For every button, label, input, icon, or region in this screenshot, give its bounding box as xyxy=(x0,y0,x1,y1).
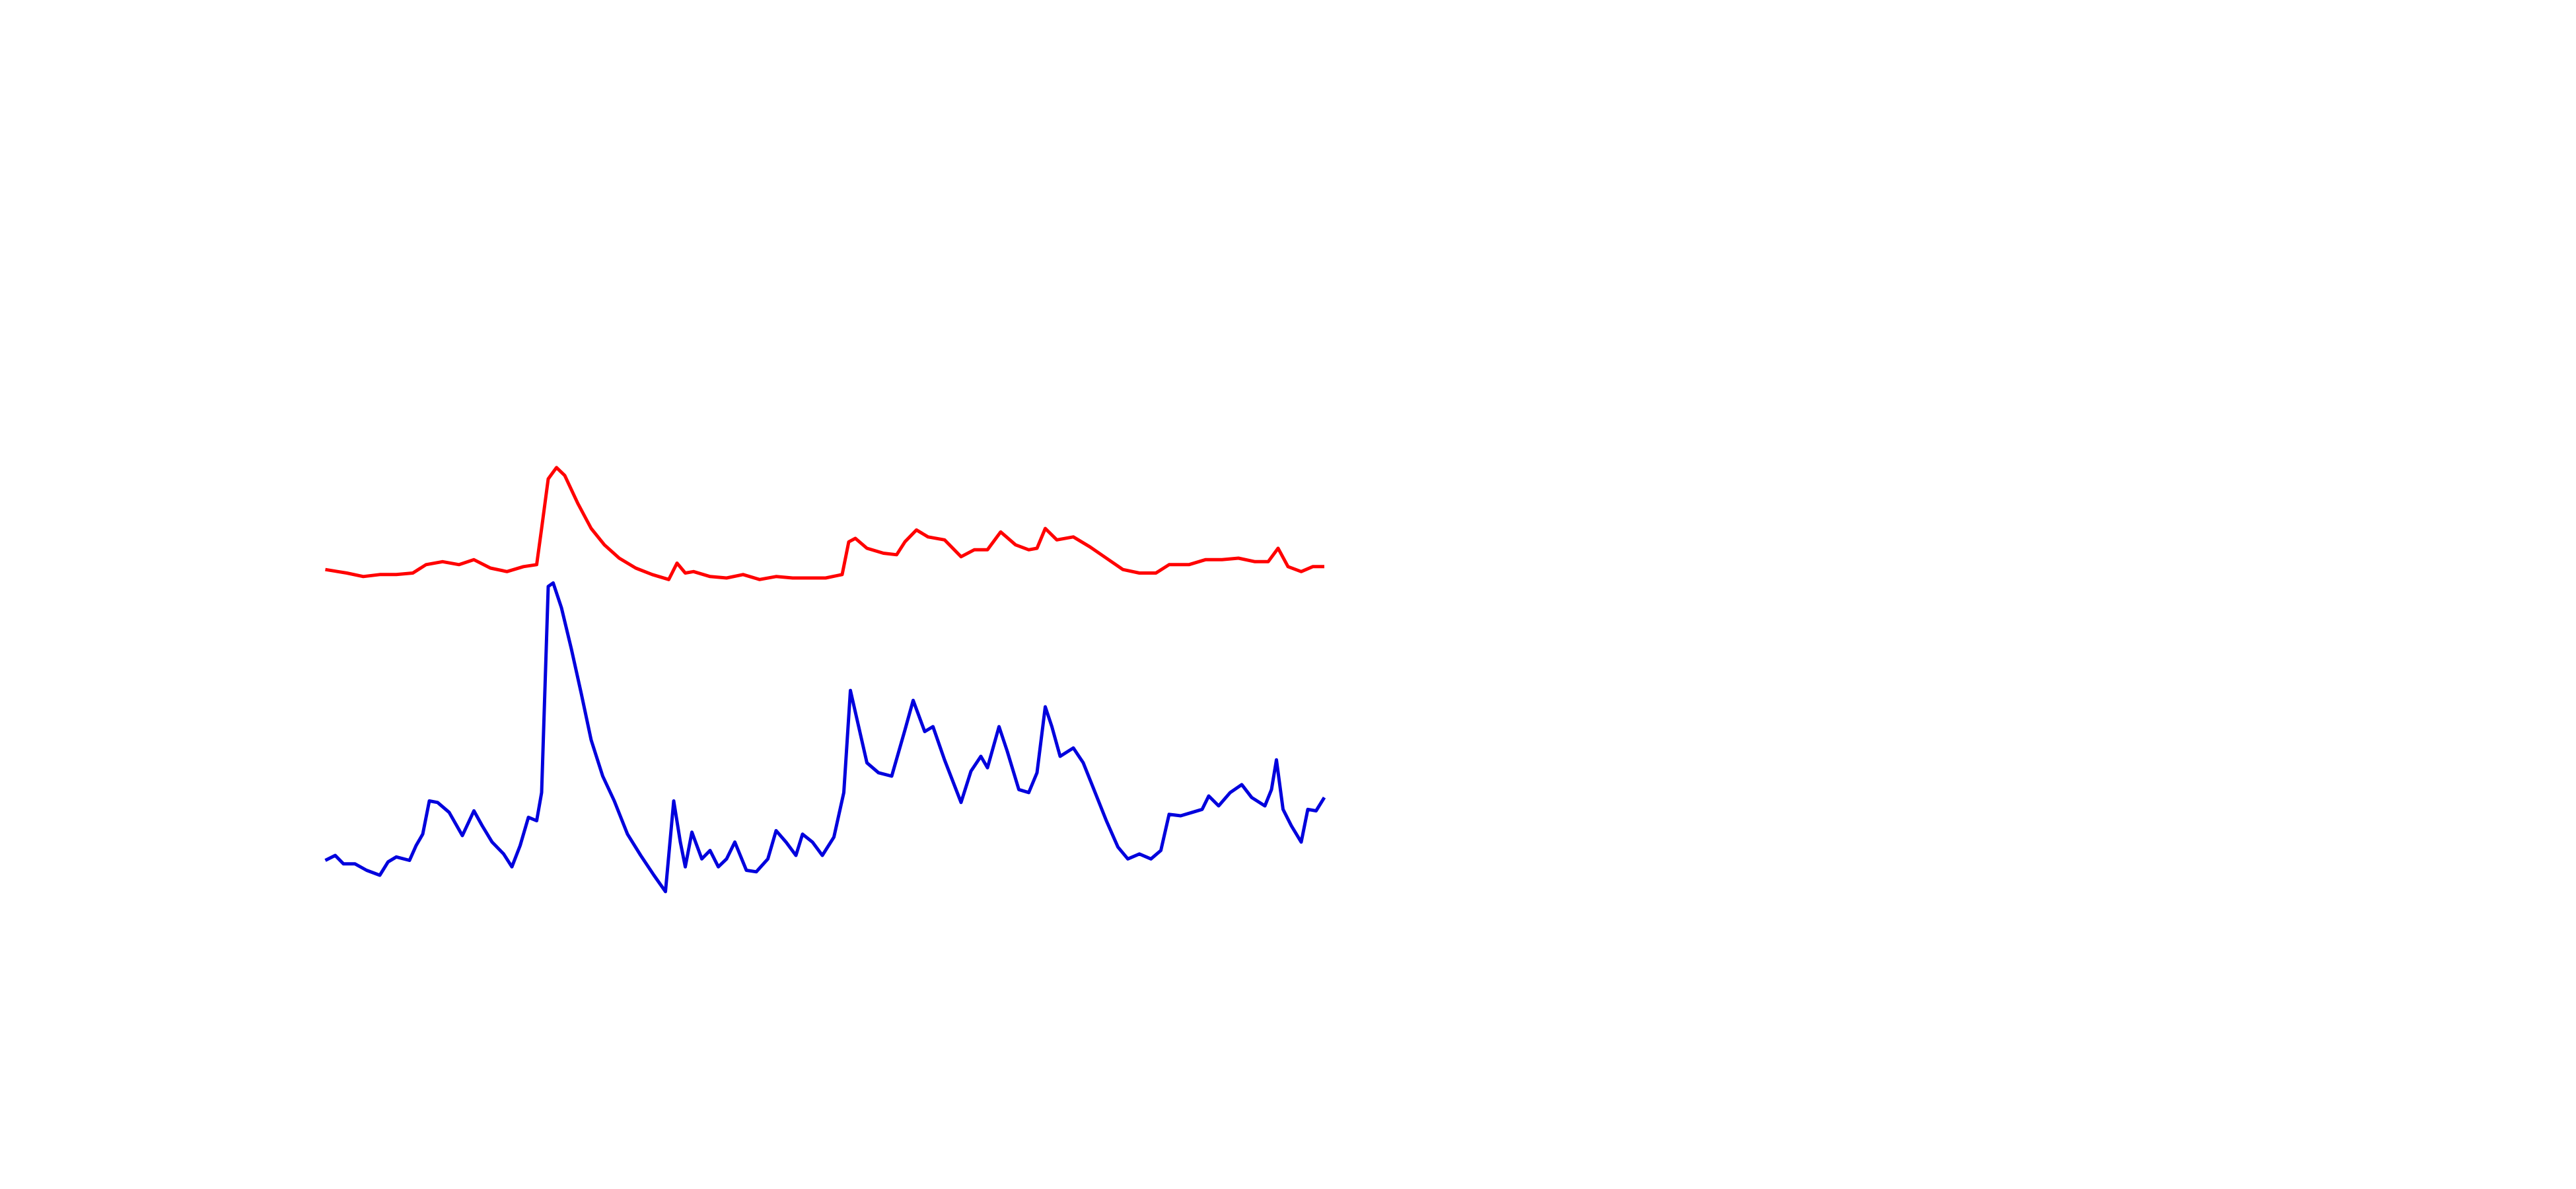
line-series xyxy=(324,581,1326,894)
line-series xyxy=(325,466,1324,581)
